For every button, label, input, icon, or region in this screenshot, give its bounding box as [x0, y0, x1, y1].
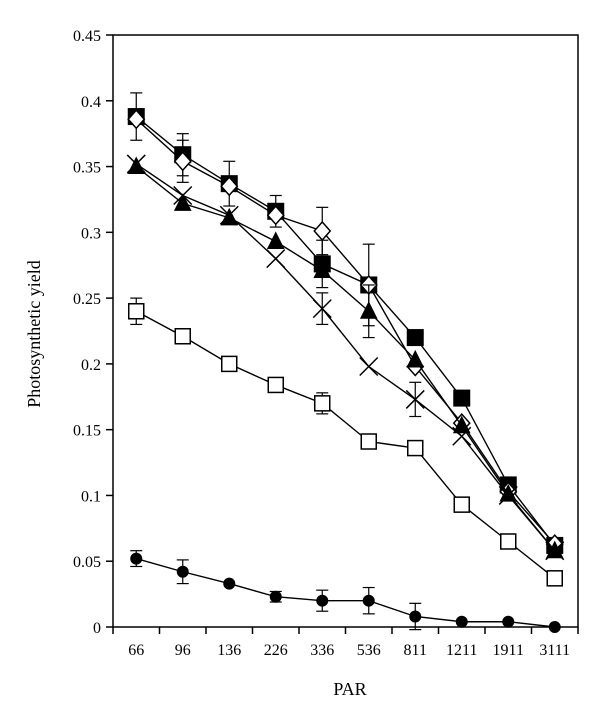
x-tick-label: 66	[128, 642, 144, 659]
x-tick-label: 1211	[446, 642, 477, 659]
y-tick-label: 0.4	[81, 94, 101, 111]
data-point	[173, 151, 192, 172]
data-point	[219, 205, 239, 225]
data-point	[452, 426, 472, 446]
data-point	[176, 565, 189, 578]
data-point	[548, 621, 561, 633]
data-point	[130, 552, 143, 565]
data-point	[221, 355, 238, 373]
data-point	[546, 570, 563, 587]
data-point	[220, 207, 239, 226]
data-point	[545, 541, 565, 561]
data-point	[173, 185, 193, 206]
series-filled-triangle	[127, 156, 564, 559]
x-axis-label: PAR	[333, 679, 366, 699]
data-point	[455, 615, 468, 628]
y-tick-label: 0.2	[81, 357, 101, 374]
x-tick-label: 1911	[493, 642, 524, 659]
data-point	[314, 395, 331, 412]
series-line	[135, 163, 556, 552]
data-point	[359, 356, 379, 377]
data-point	[266, 249, 286, 269]
y-axis-label: Photosynthetic yield	[24, 260, 44, 408]
series-filled-square	[127, 92, 564, 554]
data-point	[269, 590, 282, 603]
data-point	[452, 415, 471, 434]
data-point	[500, 533, 517, 550]
series-line	[135, 118, 556, 545]
series-open-diamond	[127, 109, 564, 555]
y-tick-label: 0	[93, 620, 101, 637]
data-point	[499, 484, 518, 502]
data-point	[266, 205, 285, 226]
y-tick-label: 0.15	[73, 423, 101, 440]
x-tick-label: 536	[357, 642, 381, 659]
series-line	[136, 557, 555, 628]
series-x-cross	[126, 154, 565, 561]
data-point	[267, 376, 284, 394]
data-point	[409, 610, 422, 623]
series-line	[135, 310, 556, 579]
data-point	[360, 433, 377, 450]
data-point	[173, 193, 192, 211]
y-tick-label: 0.05	[73, 554, 101, 571]
data-point	[502, 615, 515, 628]
data-point	[128, 303, 145, 320]
data-point	[406, 349, 425, 368]
data-point	[453, 389, 471, 407]
x-tick-label: 136	[217, 642, 241, 659]
data-point	[127, 156, 146, 175]
y-tick-label: 0.45	[73, 28, 101, 45]
data-point	[359, 301, 378, 319]
x-tick-label: 811	[404, 642, 427, 659]
data-point	[498, 485, 518, 505]
data-point	[405, 389, 425, 409]
y-axis-ticks: 0 0.05 0.1 0.15 0.2 0.25 0.3 0.35 0.4 0.45	[73, 28, 113, 637]
series-open-square	[128, 297, 563, 587]
data-point	[223, 577, 236, 590]
x-tick-label: 96	[175, 642, 191, 659]
data-point	[313, 220, 332, 242]
data-point	[406, 329, 424, 347]
data-point	[127, 109, 146, 130]
y-tick-label: 0.1	[81, 488, 101, 505]
series-layer	[126, 92, 565, 633]
data-point	[220, 176, 239, 197]
x-tick-label: 226	[264, 642, 288, 659]
data-point	[453, 496, 470, 513]
y-tick-label: 0.35	[73, 160, 101, 177]
x-axis-ticks: 66 96 136 226 336 536 811 1211 1911 3111	[112, 627, 579, 659]
data-point	[316, 594, 329, 607]
y-tick-label: 0.3	[81, 225, 101, 242]
series-filled-circle	[130, 550, 561, 633]
data-point	[312, 299, 332, 319]
data-point	[266, 231, 285, 250]
data-point	[174, 328, 191, 345]
series-line	[135, 116, 556, 546]
y-tick-label: 0.25	[73, 291, 101, 308]
series-line	[135, 166, 556, 552]
x-tick-label: 336	[310, 642, 334, 659]
data-point	[407, 439, 424, 457]
data-point	[126, 154, 146, 174]
x-tick-label: 3111	[539, 642, 570, 659]
data-point	[362, 594, 375, 607]
data-point	[313, 260, 332, 278]
